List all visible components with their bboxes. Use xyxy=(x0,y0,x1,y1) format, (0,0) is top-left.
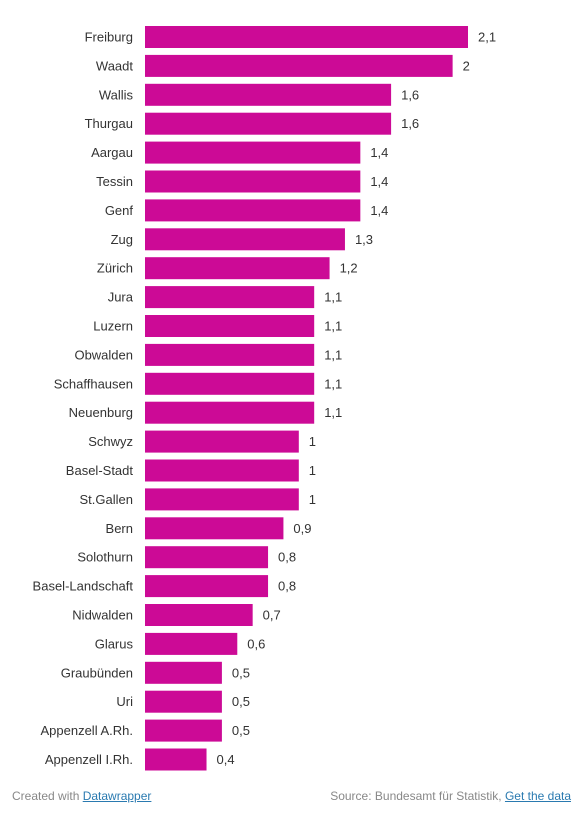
category-label: Solothurn xyxy=(77,550,133,565)
category-label: Neuenburg xyxy=(69,405,133,420)
bar xyxy=(145,546,269,569)
bar xyxy=(145,575,269,598)
value-label: 0,9 xyxy=(293,521,311,536)
value-label: 1,2 xyxy=(340,261,358,276)
value-label: 1,4 xyxy=(370,145,388,160)
category-label: Waadt xyxy=(96,58,133,73)
bar xyxy=(145,343,315,366)
bars-layer xyxy=(145,26,468,771)
value-label: 1,4 xyxy=(370,174,388,189)
bar xyxy=(145,372,315,395)
category-label: Nidwalden xyxy=(72,608,133,623)
bar xyxy=(145,199,361,222)
category-label: Aargau xyxy=(91,145,133,160)
value-label: 0,5 xyxy=(232,665,250,680)
bar xyxy=(145,315,315,337)
value-label: 1 xyxy=(309,463,316,478)
category-label: Obwalden xyxy=(74,347,133,362)
bar xyxy=(145,690,222,713)
bar xyxy=(145,401,315,424)
bar xyxy=(145,661,222,684)
credit-text: Created with Datawrapper xyxy=(12,789,151,803)
bar xyxy=(145,719,222,742)
bar xyxy=(145,170,361,193)
value-label: 1,1 xyxy=(324,319,342,334)
category-label: Zürich xyxy=(97,261,133,276)
value-label: 1,6 xyxy=(401,116,419,131)
bar xyxy=(145,54,453,77)
value-label: 2,1 xyxy=(478,30,496,45)
value-label: 1 xyxy=(309,434,316,449)
bar xyxy=(145,286,315,309)
value-label: 1,1 xyxy=(324,405,342,420)
bar xyxy=(145,141,361,164)
value-label: 1,1 xyxy=(324,347,342,362)
value-label: 1,4 xyxy=(370,203,388,218)
value-label: 0,5 xyxy=(232,723,250,738)
value-label: 0,7 xyxy=(263,608,281,623)
bar xyxy=(145,488,299,511)
credit-prefix: Created with xyxy=(12,789,83,803)
category-label: Freiburg xyxy=(85,30,133,45)
category-label: Wallis xyxy=(99,87,134,102)
category-label: Schaffhausen xyxy=(54,376,133,391)
bar xyxy=(145,748,207,771)
bar-chart: Freiburg 2,1 Waadt 2 Wallis 1,6 Thurgau 1,6 Aarg… xyxy=(33,26,497,771)
source-text: Source: Bundesamt für Statistik, Get the… xyxy=(330,789,571,803)
category-label: Tessin xyxy=(96,174,133,189)
category-label: Genf xyxy=(105,203,134,218)
value-label: 2 xyxy=(463,58,470,73)
category-label: Uri xyxy=(116,694,133,709)
value-label: 0,8 xyxy=(278,550,296,565)
category-label: Schwyz xyxy=(88,434,133,449)
labels-layer: Freiburg 2,1 Waadt 2 Wallis 1,6 Thurgau 1,6 Aarg… xyxy=(33,30,497,768)
value-label: 0,6 xyxy=(247,636,265,651)
category-label: Zug xyxy=(111,232,133,247)
category-label: Luzern xyxy=(93,319,133,334)
category-label: Graubünden xyxy=(61,665,133,680)
category-label: St.Gallen xyxy=(80,492,133,507)
category-label: Appenzell A.Rh. xyxy=(40,723,133,738)
chart-footer: Created with Datawrapper Source: Bundesa… xyxy=(0,789,582,807)
bar xyxy=(145,459,299,482)
value-label: 1,3 xyxy=(355,232,373,247)
value-label: 1,6 xyxy=(401,87,419,102)
source-prefix: Source: Bundesamt für Statistik, xyxy=(330,789,505,803)
get-the-data-link[interactable]: Get the data xyxy=(504,789,571,803)
bar xyxy=(145,228,345,251)
bar xyxy=(145,83,392,106)
bar xyxy=(145,112,392,135)
value-label: 1,1 xyxy=(324,290,342,305)
bar xyxy=(145,257,330,280)
value-label: 1,1 xyxy=(324,376,342,391)
category-label: Bern xyxy=(106,521,133,536)
value-label: 0,8 xyxy=(278,579,296,594)
bar xyxy=(145,26,468,48)
value-label: 1 xyxy=(309,492,316,507)
category-label: Appenzell I.Rh. xyxy=(45,752,133,767)
category-label: Glarus xyxy=(95,636,134,651)
category-label: Basel-Landschaft xyxy=(33,579,134,594)
category-label: Thurgau xyxy=(85,116,133,131)
bar xyxy=(145,604,253,626)
datawrapper-link[interactable]: Datawrapper xyxy=(82,789,152,803)
bar xyxy=(145,632,238,655)
value-label: 0,5 xyxy=(232,694,250,709)
category-label: Jura xyxy=(108,290,134,305)
category-label: Basel-Stadt xyxy=(66,463,134,478)
bar xyxy=(145,430,299,453)
value-label: 0,4 xyxy=(217,752,235,767)
bar xyxy=(145,517,284,540)
